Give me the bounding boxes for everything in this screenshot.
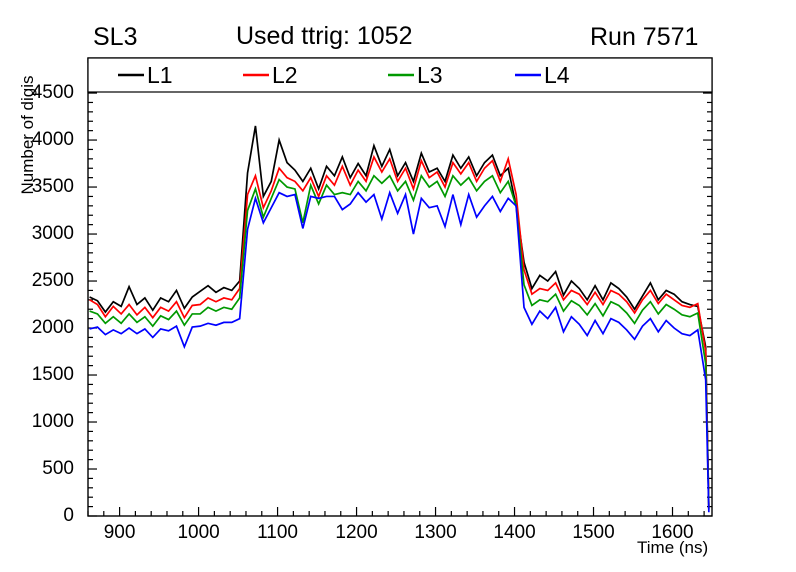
- series-line-l3: [89, 173, 710, 510]
- legend-label-l3: L3: [417, 62, 443, 88]
- panel-label-sl: SL3: [93, 23, 138, 51]
- legend-label-l2: L2: [272, 62, 298, 88]
- series-line-l1: [89, 125, 710, 507]
- plot-title: Used ttrig: 1052: [236, 22, 413, 50]
- series-line-l4: [89, 190, 710, 513]
- run-label: Run 7571: [590, 23, 699, 51]
- x-tick-label: 1200: [335, 522, 378, 543]
- y-tick-label: 2500: [31, 270, 74, 292]
- y-tick-label: 1000: [31, 411, 74, 432]
- x-tick-label: 1100: [257, 522, 298, 543]
- plot-frame: [87, 57, 713, 517]
- legend-label-l4: L4: [544, 62, 570, 88]
- legend-label-l1: L1: [147, 62, 173, 88]
- y-tick-label: 4000: [31, 129, 74, 151]
- y-tick-label: 4500: [31, 82, 74, 104]
- y-tick-label: 2000: [31, 317, 74, 339]
- x-tick-label: 1600: [651, 522, 694, 543]
- series-line-l2: [89, 154, 710, 509]
- x-tick-label: 1500: [572, 522, 615, 543]
- series-layer: [89, 125, 710, 513]
- x-tick-label: 900: [103, 522, 136, 543]
- x-tick-label: 1000: [177, 522, 220, 543]
- y-tick-label: 3000: [31, 223, 74, 245]
- y-tick-label: 1500: [31, 364, 74, 386]
- x-tick-label: 1400: [493, 522, 536, 543]
- x-tick-label: 1300: [414, 522, 457, 543]
- y-tick-label: 0: [63, 505, 74, 526]
- x-axis-title: Time (ns): [637, 538, 709, 557]
- y-tick-label: 3500: [31, 176, 74, 198]
- y-tick-label: 500: [42, 458, 74, 479]
